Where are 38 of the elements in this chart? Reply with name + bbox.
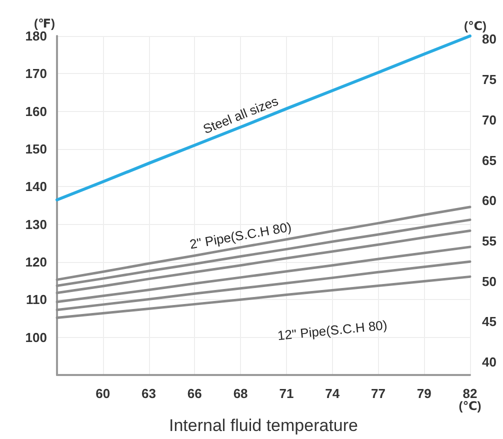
y-tick-label: 120 — [25, 254, 47, 270]
text: 12" Pipe(S.C.H 80) — [276, 317, 388, 344]
y-tick-label: 170 — [25, 66, 47, 82]
x-tick-label: 68 — [233, 386, 248, 401]
y-tick-label: 140 — [25, 179, 47, 194]
x-axis-title: Internal fluid temperature — [169, 416, 358, 435]
line-series — [56, 206, 472, 281]
y-tick-label: 180 — [25, 28, 47, 44]
y2-tick-label: 45 — [482, 314, 496, 330]
y2-tick-label: 50 — [482, 274, 496, 289]
x-tick-label: 82 — [462, 386, 478, 401]
text: (℃) — [458, 399, 482, 413]
line-series — [56, 218, 472, 287]
y-tick-label: 100 — [25, 330, 47, 345]
y2-tick-label: 65 — [482, 152, 496, 168]
x-tick-label: 71 — [279, 386, 294, 401]
y2-tick-label: 55 — [482, 234, 496, 249]
y-tick-label: 160 — [25, 104, 47, 119]
line-series — [56, 260, 472, 312]
y-tick-label: 130 — [25, 216, 47, 232]
x-tick-label: 74 — [325, 386, 340, 401]
y2-tick-label: 80 — [482, 32, 496, 47]
text: 2" Pipe(S.C.H 80) — [188, 219, 293, 252]
y2-axis-title: (℃) — [464, 19, 487, 33]
y2-tick-label: 75 — [482, 72, 496, 88]
y-tick-label: 110 — [26, 292, 47, 308]
y2-tick-label: 70 — [482, 112, 496, 128]
x-tick-label: 60 — [96, 386, 110, 401]
x-tick-label: 66 — [187, 386, 202, 401]
line-series — [56, 275, 472, 319]
x-tick-label: 63 — [142, 386, 156, 401]
y2-tick-label: 60 — [482, 193, 496, 208]
x-tick-label: 79 — [416, 386, 432, 401]
y2-tick-label: 40 — [482, 354, 496, 370]
text: Steel all sizes — [200, 93, 281, 137]
x-tick-label: 77 — [370, 386, 386, 401]
y-tick-label: 150 — [25, 142, 47, 156]
y-axis-title: (℉) — [34, 16, 55, 31]
